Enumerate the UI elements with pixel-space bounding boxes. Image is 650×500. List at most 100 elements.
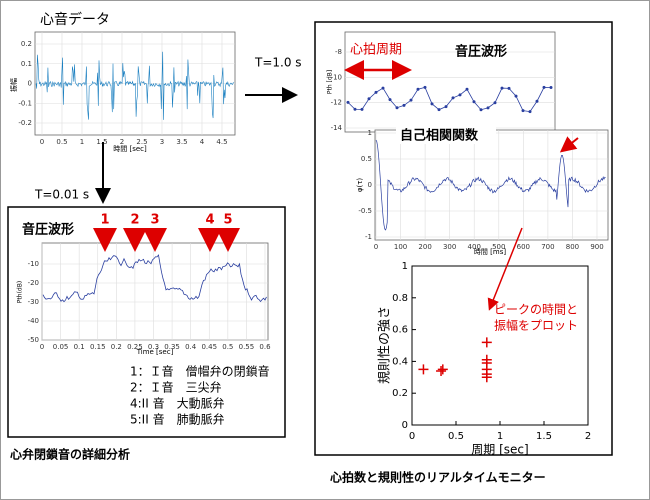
y-tick-label: -50: [28, 336, 39, 344]
x-tick-label: 0.05: [53, 343, 69, 351]
x-tick-label: 2: [120, 138, 124, 146]
x-tick-label: 700: [541, 243, 554, 251]
waveform-dot: [493, 101, 497, 105]
waveform-dot: [437, 108, 441, 112]
waveform-dot: [381, 86, 385, 90]
title-bg: [396, 126, 496, 144]
y-tick-label: 0.5: [361, 155, 372, 163]
y-tick-label: 0: [28, 80, 32, 88]
x-tick-label: 4.5: [216, 138, 227, 146]
y-tick-label: 0.2: [392, 388, 408, 399]
x-tick-label: 0.15: [90, 343, 106, 351]
legend-line: 5:II 音 肺動脈弁: [130, 412, 225, 427]
waveform-dot: [374, 90, 378, 94]
y-tick-label: -20: [28, 279, 39, 287]
x-tick-label: 0.1: [74, 343, 85, 351]
x-tick-label: 0.3: [148, 343, 159, 351]
legend-line: 1：Ｉ音 僧帽弁の閉鎖音: [130, 364, 270, 379]
x-label: Time [sec]: [136, 348, 174, 356]
waveform: [35, 51, 234, 120]
scatter-point: [436, 365, 447, 376]
plot-frame: [41, 242, 269, 341]
x-tick-label: 3: [160, 138, 164, 146]
pressure-title: 音圧波形: [455, 44, 507, 60]
y-tick-label: 1: [368, 129, 372, 137]
source-title: 心音データ: [40, 11, 110, 28]
x-tick-label: 1: [80, 138, 84, 146]
period-label: 心拍周期: [350, 43, 402, 58]
y-label: φ(τ): [356, 178, 364, 193]
x-tick-label: 0: [409, 431, 415, 442]
annotation: ピークの時間と: [494, 303, 578, 317]
x-tick-label: 2.5: [136, 138, 147, 146]
waveform-dot: [458, 93, 462, 97]
caption: 心弁閉鎖音の詳細分析: [10, 447, 130, 462]
marker-number: 2: [130, 213, 139, 228]
x-tick-label: 0.2: [111, 343, 122, 351]
y-tick-label: 0.1: [21, 60, 32, 68]
y-tick-label: 0: [402, 420, 408, 431]
marker-number: 3: [150, 213, 159, 228]
x-tick-label: 0.35: [164, 343, 180, 351]
y-tick-label: 0: [368, 181, 372, 189]
autocorr-title: 自己相関関数: [400, 128, 479, 144]
x-label: 時間 [ms]: [474, 248, 506, 256]
marker-number: 4: [205, 213, 214, 228]
x-tick-label: 200: [418, 243, 431, 251]
waveform-dot: [465, 87, 469, 91]
marker-number: 5: [223, 213, 232, 228]
x-label: 周期 [sec]: [471, 443, 528, 457]
waveform-dot: [353, 107, 357, 111]
x-tick-label: 0.45: [201, 343, 217, 351]
x-tick-label: 800: [566, 243, 579, 251]
waveform: [375, 139, 606, 231]
y-tick-label: 0.6: [392, 325, 408, 336]
x-tick-label: 400: [468, 243, 481, 251]
x-tick-label: 0.5: [222, 343, 233, 351]
scatter-point: [418, 364, 429, 375]
waveform-dot: [486, 106, 490, 110]
y-label: Pth(dB): [17, 281, 24, 303]
waveform-dot: [507, 86, 511, 90]
plot-frame: [344, 31, 556, 133]
scatter-point: [437, 364, 448, 375]
y-tick-label: -12: [331, 99, 342, 107]
caption: 心拍数と規則性のリアルタイムモニター: [330, 470, 546, 485]
waveform-dot: [542, 85, 546, 89]
waveform-dot: [395, 106, 399, 110]
y-tick-label: -8: [335, 48, 342, 56]
waveform-dot: [479, 108, 483, 112]
x-tick-label: 1: [497, 431, 503, 442]
x-tick-label: 0.6: [259, 343, 271, 351]
x-tick-label: 0.55: [239, 343, 255, 351]
y-label: Pth [dB]: [327, 70, 334, 94]
waveform-dot: [402, 103, 406, 107]
waveform-dot: [346, 100, 350, 104]
y-tick-label: -10: [331, 73, 342, 81]
x-tick-label: 0.5: [56, 138, 67, 146]
waveform-dot: [388, 98, 392, 102]
y-tick-label: -30: [28, 298, 39, 306]
x-tick-label: 2: [585, 431, 591, 442]
x-tick-label: 100: [394, 243, 407, 251]
x-tick-label: 3.5: [176, 138, 187, 146]
waveform-dot: [528, 110, 532, 114]
x-tick-label: 1.5: [536, 431, 552, 442]
x-tick-label: 500: [492, 243, 505, 251]
x-tick-label: 600: [517, 243, 530, 251]
y-label: 規則性の強さ: [378, 306, 393, 384]
legend-line: 4:II 音 大動脈弁: [130, 396, 225, 411]
y-tick-label: -10: [28, 260, 39, 268]
x-tick-label: 0.25: [127, 343, 143, 351]
y-tick-label: 0.8: [392, 293, 408, 304]
y-tick-label: -14: [331, 124, 343, 132]
y-label: 振幅: [9, 78, 18, 92]
annotation: 振幅をプロット: [494, 318, 578, 333]
legend-line: 2：Ｉ音 三尖弁: [130, 380, 222, 395]
waveform-dot: [360, 107, 364, 111]
y-tick-label: -0.2: [18, 119, 32, 127]
annotation-arrow: [487, 227, 523, 311]
x-tick-label: 300: [443, 243, 456, 251]
x-tick-label: 0.4: [185, 343, 197, 351]
